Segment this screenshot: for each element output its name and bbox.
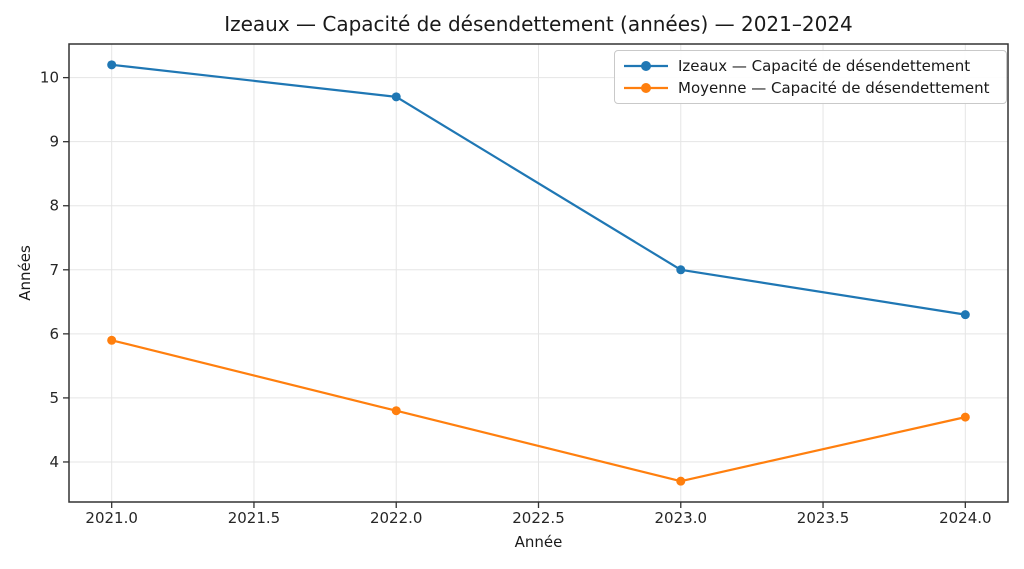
x-tick-label: 2022.0 (370, 509, 423, 527)
y-tick-label: 9 (49, 133, 59, 151)
legend-item-izeaux: Izeaux — Capacité de désendettement (623, 57, 998, 75)
legend-label-moyenne: Moyenne — Capacité de désendettement (678, 79, 990, 97)
series-line-1 (111, 339, 966, 483)
legend-line-marker-sample-icon (624, 83, 668, 93)
legend-line-marker-sample-icon (624, 61, 668, 71)
data-point (107, 60, 117, 70)
data-point (960, 310, 970, 320)
legend-label-izeaux: Izeaux — Capacité de désendettement (678, 57, 971, 75)
data-point (107, 335, 117, 345)
x-tick-label: 2022.5 (512, 509, 565, 527)
data-point (676, 476, 686, 486)
y-tick-label: 7 (49, 261, 59, 279)
data-point (391, 406, 401, 416)
y-tick-label: 5 (49, 389, 59, 407)
x-tick-label: 2021.0 (85, 509, 138, 527)
x-axis-label: Année (514, 533, 563, 551)
legend-item-moyenne: Moyenne — Capacité de désendettement (623, 79, 998, 97)
x-tick-label: 2024.0 (939, 509, 992, 527)
x-tick-label: 2023.0 (655, 509, 708, 527)
legend: Izeaux — Capacité de désendettement Moye… (614, 50, 1007, 104)
x-tick-label: 2021.5 (228, 509, 281, 527)
chart-title: Izeaux — Capacité de désendettement (ann… (224, 12, 853, 36)
y-tick-label: 4 (49, 453, 59, 471)
y-axis-label: Années (16, 245, 34, 301)
data-point (391, 92, 401, 102)
x-tick-label: 2023.5 (797, 509, 850, 527)
y-tick-label: 8 (49, 197, 59, 215)
data-point (960, 412, 970, 422)
y-tick-label: 10 (40, 69, 59, 87)
series-line-0 (111, 63, 966, 316)
data-point (676, 265, 686, 275)
y-tick-label: 6 (49, 325, 59, 343)
